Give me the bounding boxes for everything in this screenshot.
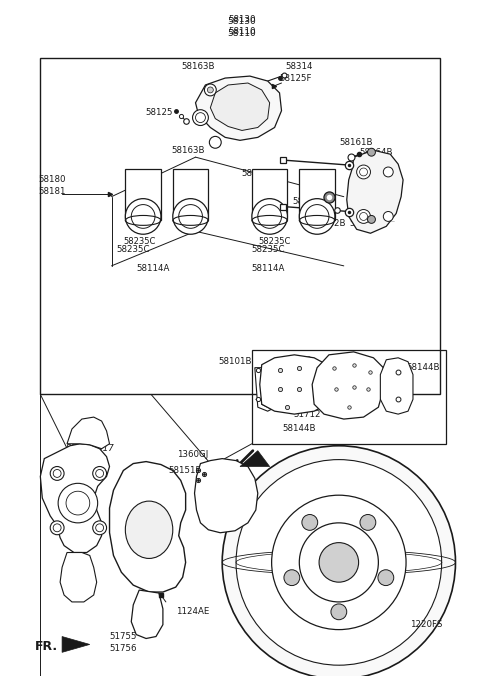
Text: 58144B: 58144B bbox=[283, 424, 316, 433]
Circle shape bbox=[368, 216, 375, 223]
Text: REF.50-517: REF.50-517 bbox=[65, 444, 114, 454]
Text: 1360GJ: 1360GJ bbox=[177, 450, 208, 459]
Polygon shape bbox=[62, 636, 90, 652]
Text: 58164B: 58164B bbox=[360, 148, 393, 156]
Circle shape bbox=[192, 109, 208, 126]
Text: 58161B: 58161B bbox=[340, 138, 373, 147]
Text: 58235C: 58235C bbox=[258, 237, 291, 245]
Text: 58235C: 58235C bbox=[251, 245, 285, 254]
Text: 58163B: 58163B bbox=[172, 146, 205, 155]
Polygon shape bbox=[60, 553, 96, 602]
Circle shape bbox=[357, 209, 371, 223]
Ellipse shape bbox=[125, 501, 173, 558]
Text: 58180: 58180 bbox=[38, 175, 66, 184]
Polygon shape bbox=[67, 417, 109, 449]
Circle shape bbox=[93, 466, 107, 480]
Circle shape bbox=[50, 466, 64, 480]
Circle shape bbox=[209, 137, 221, 148]
Text: 58144B: 58144B bbox=[406, 363, 440, 372]
Text: 58235C: 58235C bbox=[117, 245, 150, 254]
Bar bbox=[252, 169, 288, 220]
Bar bbox=[173, 169, 208, 220]
Text: 58113: 58113 bbox=[135, 169, 163, 178]
Bar bbox=[40, 58, 440, 394]
Circle shape bbox=[58, 483, 97, 523]
Ellipse shape bbox=[173, 199, 208, 234]
Text: 1124AE: 1124AE bbox=[176, 607, 209, 616]
Text: 58114A: 58114A bbox=[136, 265, 170, 273]
Circle shape bbox=[378, 570, 394, 585]
Polygon shape bbox=[260, 355, 329, 414]
Text: 58162B: 58162B bbox=[312, 219, 346, 228]
Polygon shape bbox=[195, 76, 281, 140]
Circle shape bbox=[319, 543, 359, 582]
Polygon shape bbox=[194, 458, 258, 532]
Polygon shape bbox=[380, 358, 413, 414]
Text: 58130: 58130 bbox=[228, 15, 256, 24]
Circle shape bbox=[284, 570, 300, 585]
Text: 58130: 58130 bbox=[228, 17, 256, 27]
Polygon shape bbox=[240, 451, 270, 466]
Text: 58101B: 58101B bbox=[218, 357, 252, 367]
Circle shape bbox=[300, 523, 378, 602]
Circle shape bbox=[360, 515, 376, 530]
Bar bbox=[300, 169, 335, 220]
Text: FR.: FR. bbox=[35, 640, 58, 653]
Text: 58163B: 58163B bbox=[182, 62, 215, 71]
Polygon shape bbox=[210, 83, 270, 131]
Text: 51756: 51756 bbox=[109, 644, 137, 653]
Bar bbox=[252, 350, 445, 444]
Text: 58113: 58113 bbox=[241, 169, 269, 178]
Circle shape bbox=[384, 167, 393, 177]
Polygon shape bbox=[273, 357, 321, 405]
Circle shape bbox=[331, 604, 347, 619]
Circle shape bbox=[222, 446, 456, 679]
Circle shape bbox=[302, 515, 318, 530]
Polygon shape bbox=[109, 462, 186, 592]
Polygon shape bbox=[40, 444, 109, 553]
Polygon shape bbox=[255, 368, 272, 411]
Circle shape bbox=[357, 165, 371, 179]
Circle shape bbox=[368, 148, 375, 156]
Text: 58235C: 58235C bbox=[123, 237, 156, 245]
Text: 1220FS: 1220FS bbox=[409, 620, 442, 629]
Circle shape bbox=[236, 460, 442, 665]
Circle shape bbox=[50, 521, 64, 534]
Text: 58114A: 58114A bbox=[251, 265, 284, 273]
Ellipse shape bbox=[125, 199, 161, 234]
Polygon shape bbox=[312, 352, 384, 419]
Circle shape bbox=[384, 211, 393, 222]
Ellipse shape bbox=[252, 199, 288, 234]
Text: 58164B: 58164B bbox=[350, 219, 383, 228]
Circle shape bbox=[207, 87, 213, 93]
Polygon shape bbox=[131, 590, 163, 639]
Text: 58151B: 58151B bbox=[169, 466, 203, 475]
Text: 58314: 58314 bbox=[286, 62, 313, 71]
Text: 51755: 51755 bbox=[109, 632, 137, 641]
Text: 58125: 58125 bbox=[145, 108, 173, 117]
Circle shape bbox=[204, 84, 216, 96]
Text: 58110: 58110 bbox=[228, 27, 256, 36]
Polygon shape bbox=[347, 150, 403, 233]
Bar bbox=[125, 169, 161, 220]
Text: 58125F: 58125F bbox=[279, 73, 312, 82]
Circle shape bbox=[93, 521, 107, 534]
Circle shape bbox=[272, 495, 406, 630]
Ellipse shape bbox=[300, 199, 335, 234]
Text: 58110: 58110 bbox=[228, 29, 256, 38]
Text: 58168A: 58168A bbox=[292, 197, 326, 206]
Text: 58181: 58181 bbox=[38, 187, 66, 197]
Text: 51712: 51712 bbox=[293, 409, 321, 419]
